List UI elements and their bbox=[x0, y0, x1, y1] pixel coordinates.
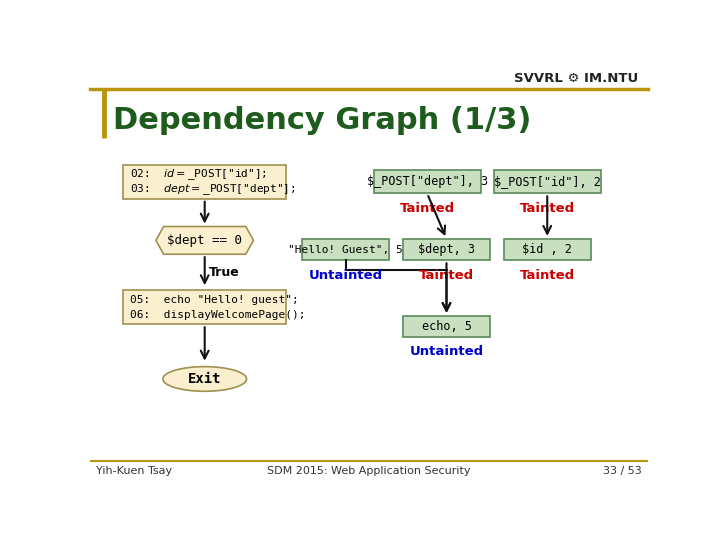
FancyBboxPatch shape bbox=[123, 291, 286, 325]
Text: 02:  $id = $_POST["id"];: 02: $id = $_POST["id"]; bbox=[130, 167, 266, 181]
Text: $id , 2: $id , 2 bbox=[522, 243, 572, 256]
Text: 05:  echo "Hello! guest";: 05: echo "Hello! guest"; bbox=[130, 295, 298, 305]
Text: True: True bbox=[210, 266, 240, 279]
Text: Untainted: Untainted bbox=[309, 269, 383, 282]
Text: Untainted: Untainted bbox=[410, 345, 484, 357]
Polygon shape bbox=[156, 226, 253, 254]
FancyBboxPatch shape bbox=[494, 170, 600, 193]
Text: $dept, 3: $dept, 3 bbox=[418, 243, 475, 256]
Text: 06:  displayWelcomePage();: 06: displayWelcomePage(); bbox=[130, 310, 305, 320]
FancyBboxPatch shape bbox=[403, 316, 490, 338]
Text: Dependency Graph (1/3): Dependency Graph (1/3) bbox=[113, 106, 531, 135]
Ellipse shape bbox=[163, 367, 246, 392]
FancyBboxPatch shape bbox=[302, 239, 389, 260]
Text: Tainted: Tainted bbox=[520, 269, 575, 282]
Text: Tainted: Tainted bbox=[419, 269, 474, 282]
Text: Exit: Exit bbox=[188, 372, 222, 386]
Text: SDM 2015: Web Application Security: SDM 2015: Web Application Security bbox=[267, 465, 471, 476]
Text: $_POST["dept"], 3: $_POST["dept"], 3 bbox=[366, 176, 487, 188]
Text: 33 / 53: 33 / 53 bbox=[603, 465, 642, 476]
FancyBboxPatch shape bbox=[123, 165, 286, 199]
Text: Tainted: Tainted bbox=[520, 202, 575, 215]
Text: $_POST["id"], 2: $_POST["id"], 2 bbox=[494, 176, 600, 188]
Text: "Hello! Guest", 5: "Hello! Guest", 5 bbox=[289, 245, 403, 254]
Text: $dept == 0: $dept == 0 bbox=[167, 234, 242, 247]
Text: echo, 5: echo, 5 bbox=[422, 320, 472, 333]
FancyBboxPatch shape bbox=[374, 170, 481, 193]
Text: 03:  $dept = $_POST["dept"];: 03: $dept = $_POST["dept"]; bbox=[130, 182, 295, 197]
FancyBboxPatch shape bbox=[504, 239, 590, 260]
Text: Tainted: Tainted bbox=[400, 202, 455, 215]
Text: Yih-Kuen Tsay: Yih-Kuen Tsay bbox=[96, 465, 172, 476]
FancyBboxPatch shape bbox=[403, 239, 490, 260]
Text: SVVRL ⚙ IM.NTU: SVVRL ⚙ IM.NTU bbox=[515, 72, 639, 85]
